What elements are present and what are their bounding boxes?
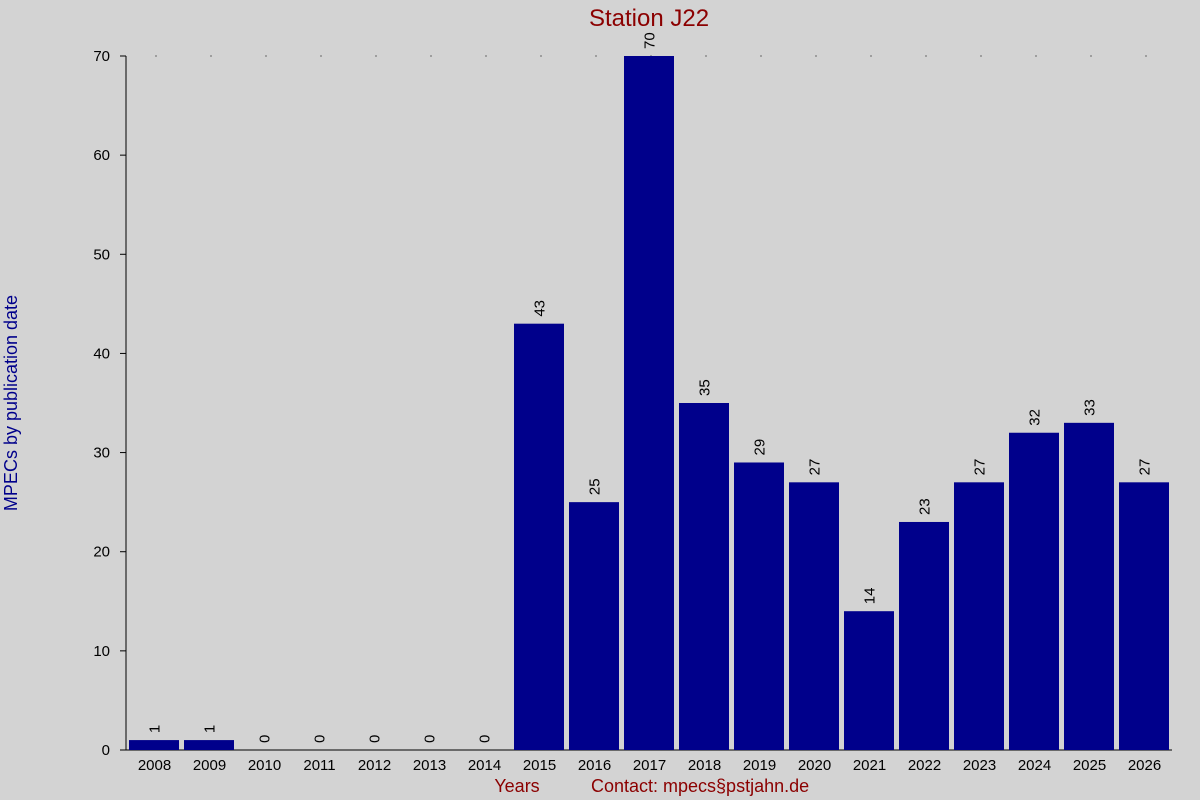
bar-value-label: 33 — [1082, 399, 1099, 416]
bar-value-label: 1 — [147, 725, 164, 733]
x-tick-label: 2022 — [908, 757, 941, 774]
bar-value-label: 29 — [752, 439, 769, 456]
x-tick-label: 2011 — [303, 757, 335, 774]
chart-title: Station J22 — [589, 5, 709, 32]
bar-2022 — [899, 521, 949, 750]
bar-value-label: 32 — [1027, 409, 1044, 426]
x-tick-label: 2018 — [688, 757, 721, 774]
x-axis-label: Years — [494, 776, 539, 796]
plot-area: 0 10 20 30 40 50 60 70 1 2008 1 2009 0 2010 0 2011 0 2012… — [93, 32, 1172, 774]
grid-dot — [870, 55, 872, 57]
x-tick-label: 2020 — [798, 757, 831, 774]
x-tick-label: 2023 — [963, 757, 996, 774]
bar-value-label: 0 — [422, 735, 439, 743]
y-tick-label: 0 — [102, 742, 110, 759]
bar-value-label: 0 — [257, 735, 274, 743]
bar-2019 — [734, 462, 784, 750]
x-tick-label: 2026 — [1128, 757, 1161, 774]
bar-value-label: 43 — [532, 300, 549, 317]
y-tick-label: 60 — [93, 147, 110, 164]
bar-value-label: 0 — [312, 735, 329, 743]
y-tick-label: 30 — [93, 445, 110, 462]
bar-2008 — [129, 740, 179, 750]
x-tick-label: 2014 — [468, 757, 501, 774]
y-tick-label: 10 — [93, 643, 110, 660]
bar-value-label: 27 — [807, 459, 824, 476]
x-tick-label: 2019 — [743, 757, 776, 774]
bar-2017 — [624, 56, 674, 750]
y-tick-label: 40 — [93, 345, 110, 362]
bar-2025 — [1064, 422, 1114, 750]
grid-dot — [705, 55, 707, 57]
grid-dot — [375, 55, 377, 57]
bar-2018 — [679, 403, 729, 750]
grid-dot — [265, 55, 267, 57]
grid-dot — [485, 55, 487, 57]
x-tick-label: 2015 — [523, 757, 556, 774]
grid-dot — [320, 55, 322, 57]
bar-value-label: 27 — [1137, 459, 1154, 476]
y-axis-label: MPECs by publication date — [1, 295, 21, 511]
bar-2015 — [514, 323, 564, 750]
x-tick-label: 2016 — [578, 757, 611, 774]
bar-2024 — [1009, 432, 1059, 750]
grid-dot — [595, 55, 597, 57]
x-tick-label: 2024 — [1018, 757, 1051, 774]
bar-value-label: 35 — [697, 379, 714, 396]
grid-dot — [155, 55, 157, 57]
bar-2009 — [184, 740, 234, 750]
x-tick-label: 2009 — [193, 757, 226, 774]
bar-value-label: 27 — [972, 459, 989, 476]
bar-value-label: 25 — [587, 478, 604, 495]
grid-dot — [1090, 55, 1092, 57]
bar-2020 — [789, 482, 839, 750]
grid-dot — [925, 55, 927, 57]
x-tick-label: 2012 — [358, 757, 391, 774]
grid-dot — [815, 55, 817, 57]
grid-dot — [1035, 55, 1037, 57]
y-tick-label: 20 — [93, 544, 110, 561]
bar-value-label: 0 — [477, 735, 494, 743]
grid-dot — [1145, 55, 1147, 57]
bar-value-label: 14 — [862, 588, 879, 605]
contact-footer: Contact: mpecs§pstjahn.de — [591, 776, 809, 796]
x-tick-label: 2010 — [248, 757, 281, 774]
y-tick-label: 50 — [93, 246, 110, 263]
bar-2023 — [954, 482, 1004, 750]
bar-2026 — [1119, 482, 1169, 750]
bar-value-label: 1 — [202, 725, 219, 733]
grid-dot — [760, 55, 762, 57]
bar-2016 — [569, 502, 619, 750]
x-tick-label: 2017 — [633, 757, 666, 774]
x-tick-label: 2025 — [1073, 757, 1106, 774]
bar-value-label: 70 — [642, 32, 659, 49]
bar-value-label: 23 — [917, 498, 934, 515]
grid-dot — [430, 55, 432, 57]
bar-2021 — [844, 611, 894, 750]
grid-dot — [210, 55, 212, 57]
y-tick-label: 70 — [93, 48, 110, 65]
x-tick-label: 2008 — [138, 757, 171, 774]
x-tick-label: 2013 — [413, 757, 446, 774]
x-tick-label: 2021 — [853, 757, 886, 774]
grid-dot — [540, 55, 542, 57]
grid-dot — [980, 55, 982, 57]
bar-value-label: 0 — [367, 735, 384, 743]
